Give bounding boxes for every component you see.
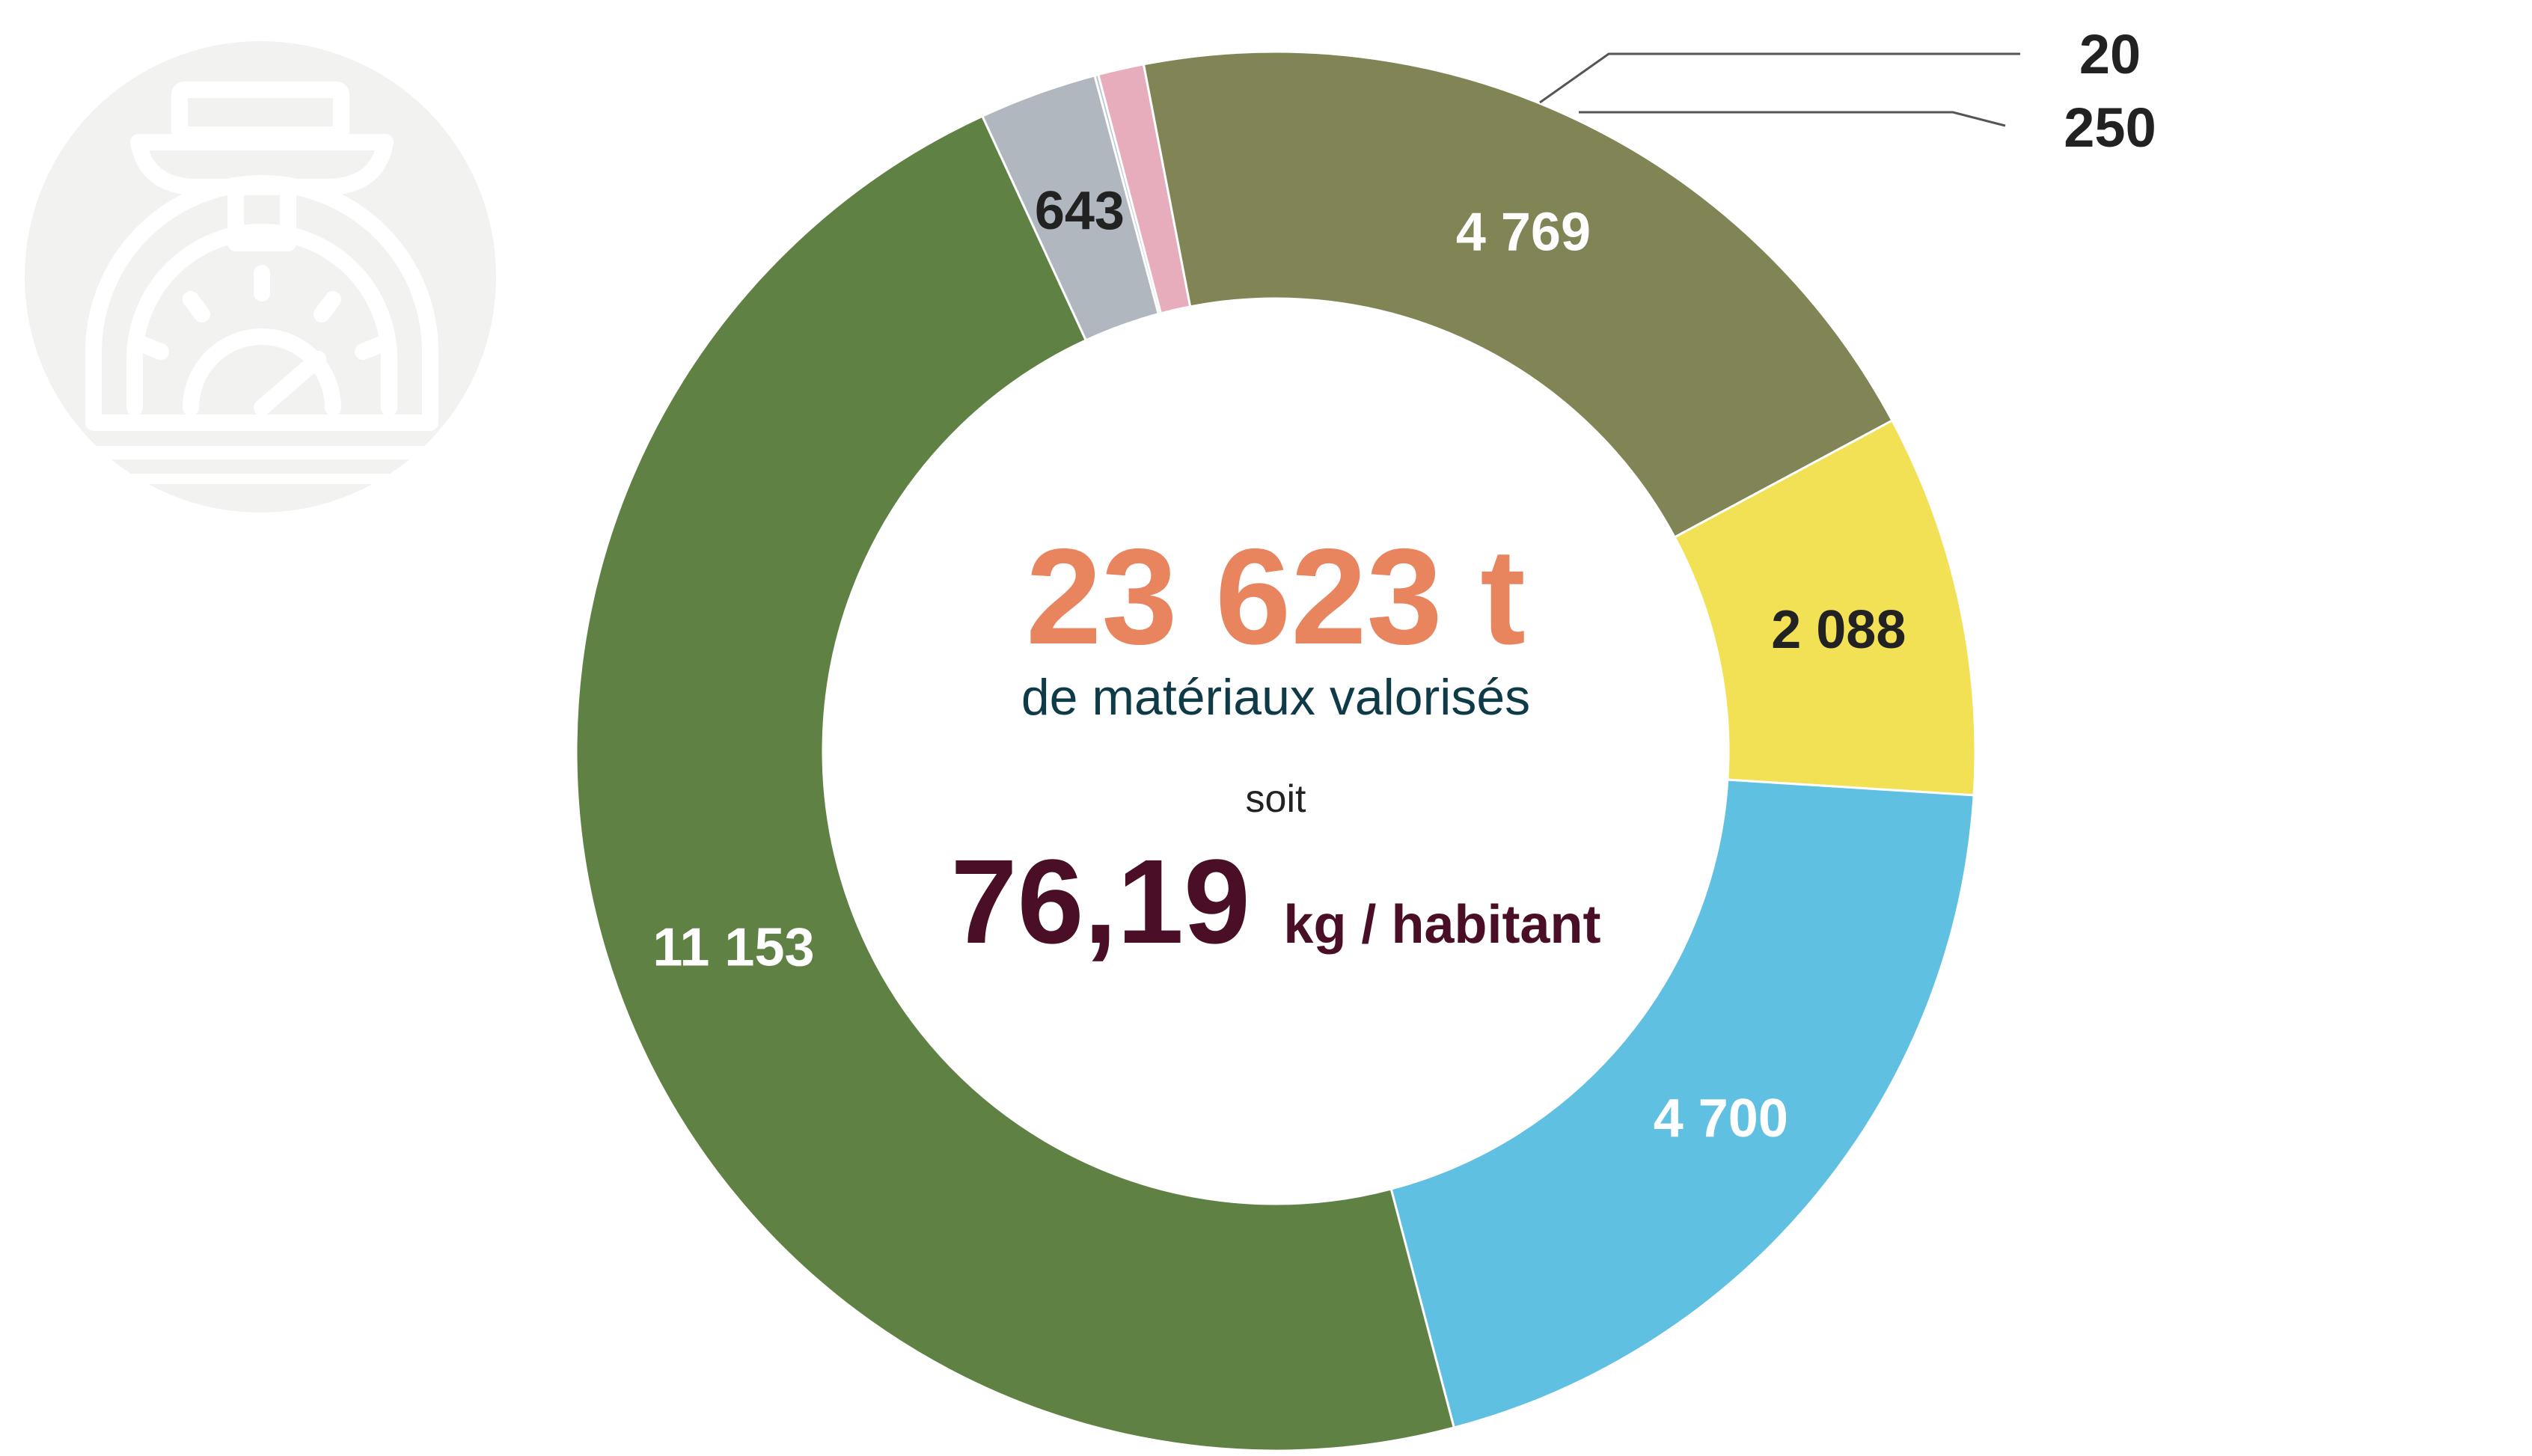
total-caption: de matériaux valorisés <box>1021 669 1530 726</box>
connector-text: soit <box>1246 777 1306 821</box>
slice-label-2: 250 <box>2064 97 2156 159</box>
per-capita-value: 76,19 <box>951 834 1250 968</box>
weighing-scale-icon <box>25 41 496 513</box>
slice-label-4: 2 088 <box>1771 600 1906 660</box>
slice-label-5: 4 700 <box>1654 1089 1788 1148</box>
slice-6 <box>575 114 1456 1452</box>
slice-5 <box>1389 778 1975 1429</box>
slice-label-0: 643 <box>1035 181 1125 241</box>
leader-line-2 <box>1579 111 2006 127</box>
per-capita-unit: kg / habitant <box>1283 895 1600 955</box>
total-value: 23 623 t <box>1026 520 1526 673</box>
leader-line-1 <box>1539 52 2020 104</box>
slice-3 <box>1142 50 1894 539</box>
per-capita-line: 76,19 kg / habitant <box>951 834 1601 968</box>
slice-label-1: 20 <box>2079 23 2141 85</box>
slice-label-3: 4 769 <box>1456 203 1591 263</box>
slice-label-6: 11 153 <box>652 918 814 978</box>
